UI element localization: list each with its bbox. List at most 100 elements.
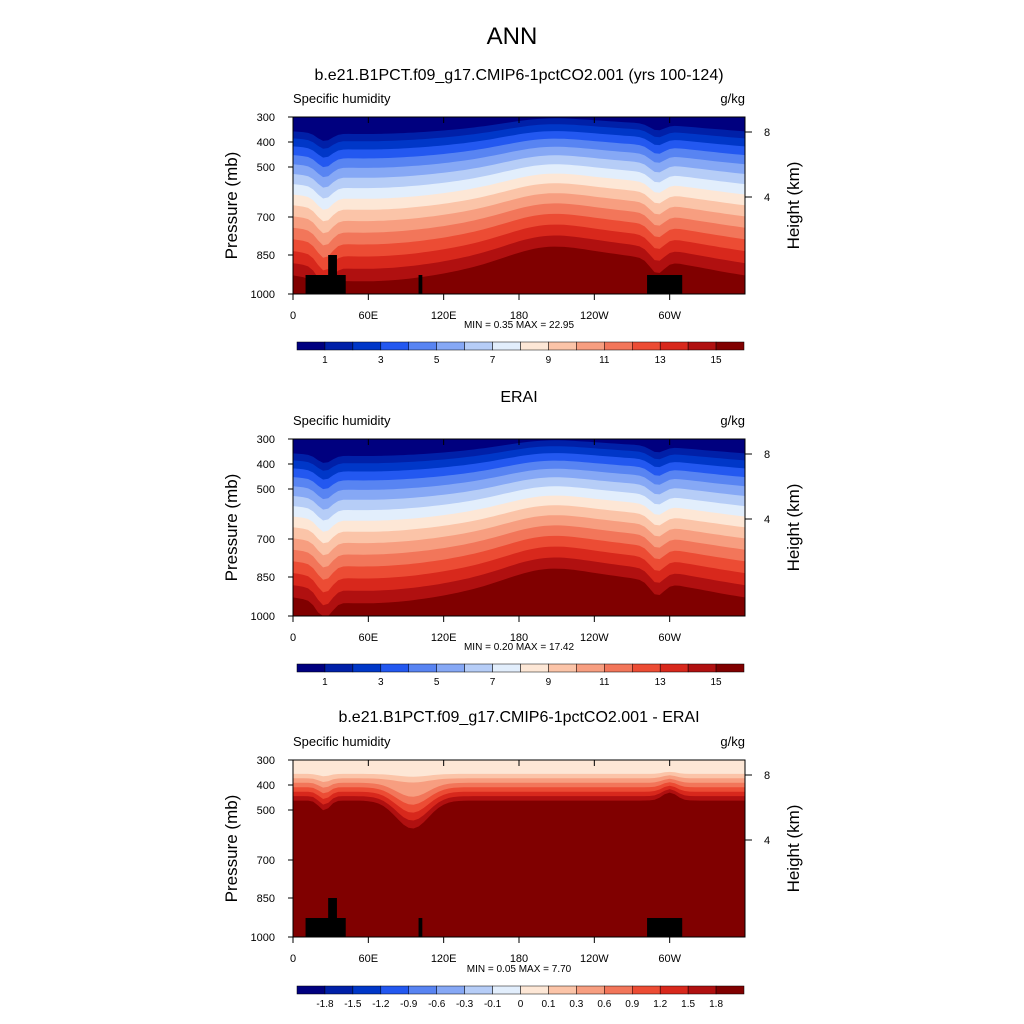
colorbar-swatch — [464, 985, 493, 995]
topography-block-4 — [647, 918, 683, 937]
x-tick-label: 120W — [580, 310, 609, 322]
y-tick-label: 300 — [257, 755, 275, 767]
panel-3: b.e21.B1PCT.f09_g17.CMIP6-1pctCO2.001 - … — [222, 709, 803, 1010]
right-label: g/kg — [720, 91, 745, 106]
plot-area — [293, 117, 745, 294]
colorbar-label: 7 — [490, 677, 496, 688]
colorbar-swatch — [548, 341, 577, 351]
colorbar-label: -0.1 — [484, 999, 502, 1010]
colorbar-swatch — [408, 663, 437, 673]
colorbar-label: 1.2 — [653, 999, 667, 1010]
colorbar-label: 1.5 — [681, 999, 695, 1010]
colorbar-label: 13 — [655, 677, 667, 688]
colorbar-label: 0 — [518, 999, 524, 1010]
colorbar-swatch — [464, 341, 493, 351]
y-tick-label: 500 — [257, 484, 275, 496]
colorbar-swatch — [604, 663, 633, 673]
colorbar-swatch — [464, 663, 493, 673]
min-max-stats: MIN = 0.35 MAX = 22.95 — [464, 320, 574, 331]
x-tick-label: 0 — [290, 632, 296, 644]
y-tick-label: 1000 — [251, 289, 275, 301]
topography-block-2 — [328, 898, 337, 937]
colorbar-swatch — [520, 663, 549, 673]
y-tick-label: 850 — [257, 893, 275, 905]
y-tick-label: 1000 — [251, 611, 275, 623]
y-tick-label: 400 — [257, 780, 275, 792]
x-tick-label: 60E — [359, 953, 379, 965]
colorbar-swatch — [520, 341, 549, 351]
colorbar-label: 0.3 — [569, 999, 583, 1010]
panel-1: b.e21.B1PCT.f09_g17.CMIP6-1pctCO2.001 (y… — [222, 67, 803, 366]
y2-tick-label: 8 — [764, 449, 770, 461]
y-tick-label: 400 — [257, 137, 275, 149]
colorbar-swatch — [324, 341, 354, 351]
colorbar-label: -1.8 — [316, 999, 334, 1010]
colorbar-label: -0.9 — [400, 999, 418, 1010]
colorbar-swatch — [492, 985, 521, 995]
colorbar-swatch — [352, 663, 382, 673]
y-axis-label: Pressure (mb) — [222, 152, 241, 260]
colorbar-label: 13 — [655, 355, 667, 366]
y-tick-label: 500 — [257, 162, 275, 174]
colorbar-swatch — [715, 663, 745, 673]
colorbar-label: 11 — [599, 355, 610, 366]
y-axis-label: Pressure (mb) — [222, 795, 241, 903]
colorbar-swatch — [604, 341, 633, 351]
topography-block-3 — [418, 275, 423, 294]
colorbar-swatch — [436, 985, 465, 995]
colorbar-swatch — [492, 663, 521, 673]
x-tick-label: 60E — [359, 632, 379, 644]
colorbar-swatch — [576, 341, 605, 351]
panel-title: b.e21.B1PCT.f09_g17.CMIP6-1pctCO2.001 (y… — [314, 67, 723, 84]
colorbar-swatch — [687, 341, 717, 351]
colorbar-label: 0.1 — [541, 999, 555, 1010]
plot-area — [293, 439, 745, 616]
colorbar-label: 5 — [434, 355, 440, 366]
colorbar-swatch — [436, 663, 465, 673]
contour-layer-15 — [293, 246, 745, 294]
y-tick-label: 700 — [257, 534, 275, 546]
colorbar-label: 9 — [546, 677, 552, 688]
x-tick-label: 120E — [431, 632, 457, 644]
x-tick-label: 60W — [658, 632, 681, 644]
colorbar-swatch — [576, 985, 605, 995]
colorbar-swatch — [296, 341, 326, 351]
plot-area — [293, 760, 745, 937]
x-tick-label: 60E — [359, 310, 379, 322]
colorbar-swatch — [408, 985, 437, 995]
colorbar-swatch — [436, 341, 465, 351]
colorbar-label: -1.2 — [372, 999, 390, 1010]
y2-tick-label: 4 — [764, 192, 770, 204]
y2-tick-label: 4 — [764, 835, 770, 847]
colorbar-swatch — [520, 985, 549, 995]
y2-tick-label: 8 — [764, 770, 770, 782]
right-label: g/kg — [720, 734, 745, 749]
left-label: Specific humidity — [293, 734, 391, 749]
y-tick-label: 1000 — [251, 932, 275, 944]
colorbar-swatch — [687, 985, 717, 995]
y2-axis-label: Height (km) — [784, 484, 803, 572]
topography-block-1 — [305, 918, 346, 937]
contour-layer-8 — [293, 792, 745, 937]
colorbar-swatch — [576, 663, 605, 673]
colorbar-swatch — [380, 341, 409, 351]
figure-title: ANN — [487, 23, 538, 50]
y-tick-label: 300 — [257, 112, 275, 124]
colorbar-label: 15 — [711, 355, 723, 366]
colorbar-label: 0.9 — [625, 999, 639, 1010]
x-tick-label: 0 — [290, 953, 296, 965]
panel-title: b.e21.B1PCT.f09_g17.CMIP6-1pctCO2.001 - … — [338, 709, 699, 726]
colorbar-swatch — [632, 663, 661, 673]
x-tick-label: 120W — [580, 953, 609, 965]
colorbar-swatch — [604, 985, 633, 995]
colorbar-label: 3 — [378, 355, 384, 366]
colorbar-swatch — [715, 341, 745, 351]
y-tick-label: 700 — [257, 855, 275, 867]
colorbar-swatch — [296, 663, 326, 673]
colorbar-label: 1 — [322, 677, 328, 688]
colorbar-label: 1.8 — [709, 999, 723, 1010]
colorbar-label: 1 — [322, 355, 328, 366]
y2-tick-label: 8 — [764, 127, 770, 139]
y2-axis-label: Height (km) — [784, 805, 803, 893]
